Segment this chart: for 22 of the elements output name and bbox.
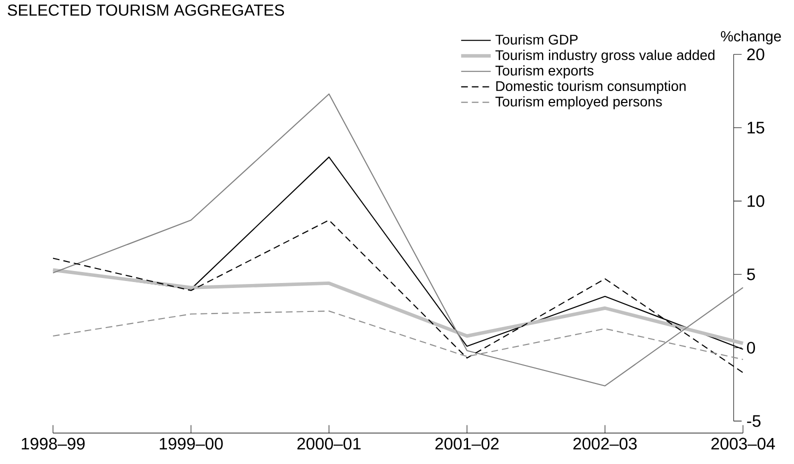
chart-title: SELECTED TOURISM AGGREGATES: [8, 4, 284, 16]
y-tick-label: 20: [747, 48, 764, 60]
line-series: [52, 310, 744, 360]
legend-label: Tourism employed persons: [495, 96, 662, 110]
legend-label: Domestic tourism consumption: [496, 80, 686, 94]
x-tick-label: 1998–99: [22, 438, 85, 450]
line-series: [52, 93, 744, 386]
x-tick-label: 2001–02: [435, 438, 499, 450]
y-tick-label: 5: [747, 268, 755, 280]
y-tick-label: 0: [747, 342, 755, 354]
y-tick-label: -5: [747, 415, 760, 427]
legend-label: Tourism GDP: [495, 34, 578, 45]
legend-label: Tourism industry gross value added: [495, 50, 714, 63]
x-tick-label: 2003–04: [711, 438, 775, 450]
x-tick-label: 2002–03: [573, 438, 637, 450]
y-tick-label: 15: [748, 122, 764, 134]
y-axis-title: %change: [720, 30, 781, 44]
x-tick-label: 1999–00: [160, 438, 223, 450]
y-tick-label: 10: [748, 195, 764, 207]
legend-label: Tourism exports: [495, 65, 594, 78]
line-series: [51, 268, 745, 346]
x-tick-label: 2000–01: [297, 438, 361, 450]
